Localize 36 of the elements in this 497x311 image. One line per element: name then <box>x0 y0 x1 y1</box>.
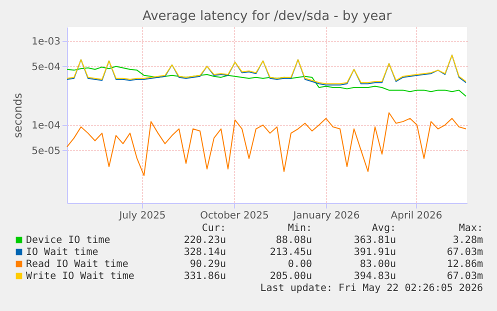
text: 213.45u <box>270 247 312 258</box>
chart-title: Average latency for /dev/sda - by year <box>142 9 392 24</box>
x-tick-label: July 2025 <box>118 210 166 222</box>
y-tick-label: 5e-05 <box>32 146 60 157</box>
legend-label: Write IO Wait time <box>26 271 134 282</box>
text: 90.29u <box>190 259 226 270</box>
text: 331.86u <box>184 271 226 282</box>
text: 3.28m <box>452 235 483 246</box>
y-tick-label: 1e-04 <box>32 120 60 132</box>
text: 220.23u <box>184 235 226 246</box>
text: 12.86m <box>446 259 483 270</box>
text: Avg: <box>372 223 396 234</box>
x-tick-label: April 2026 <box>390 210 442 222</box>
legend-label: Device IO time <box>26 235 110 246</box>
x-tick-label: January 2026 <box>292 210 360 222</box>
line-series <box>66 112 466 176</box>
text: 88.08u <box>276 235 312 246</box>
text: 67.03m <box>446 271 483 282</box>
y-tick-label: 1e-03 <box>32 36 60 48</box>
text: 391.91u <box>354 247 396 258</box>
text: Cur: <box>202 223 226 234</box>
text: 328.14u <box>184 247 226 258</box>
text: 394.83u <box>354 271 396 282</box>
text: Last update: Fri May 22 02:26:05 2026 <box>260 283 483 294</box>
text: 0.00 <box>288 259 312 270</box>
y-axis-title: seconds <box>12 92 25 138</box>
text: 205.00u <box>270 271 312 282</box>
text: 363.81u <box>354 235 396 246</box>
text: 83.00u <box>360 259 396 270</box>
y-tick-label: 5e-04 <box>32 62 60 73</box>
text: 67.03m <box>446 247 483 258</box>
legend-label: IO Wait time <box>26 247 98 258</box>
text: Max: <box>458 223 483 234</box>
x-tick-label: October 2025 <box>200 210 269 222</box>
legend-label: Read IO Wait time <box>26 259 128 270</box>
text: Min: <box>288 223 312 234</box>
